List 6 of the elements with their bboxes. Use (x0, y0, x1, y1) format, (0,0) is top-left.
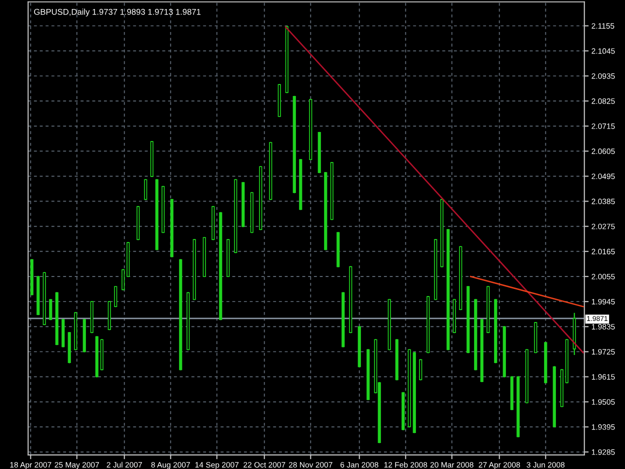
text: GBPUSD,Daily 1.9737 1.9893 1.9713 1.9871 (34, 8, 201, 16)
candlestick (144, 179, 148, 200)
candlestick (419, 359, 422, 380)
candlestick (49, 298, 52, 320)
candlestick (114, 286, 118, 308)
candlestick (122, 269, 125, 290)
